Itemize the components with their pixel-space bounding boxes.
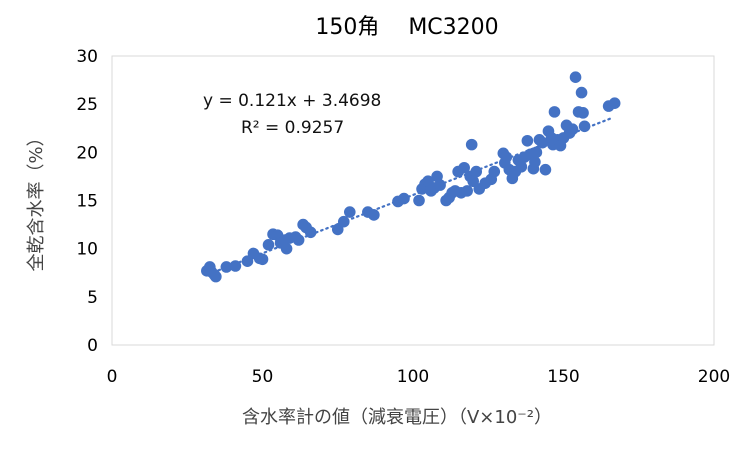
data-point — [465, 138, 478, 151]
data-point — [529, 156, 541, 168]
data-point — [337, 215, 350, 228]
data-point — [434, 179, 446, 191]
data-point — [304, 226, 317, 239]
data-point — [569, 71, 582, 83]
y-tick-label: 0 — [87, 336, 98, 356]
y-tick-label: 30 — [76, 47, 98, 67]
x-tick-label: 150 — [547, 367, 579, 387]
plot-border — [111, 55, 715, 346]
data-point — [470, 165, 483, 178]
y-tick-label: 15 — [76, 192, 98, 212]
data-point — [608, 97, 621, 110]
data-point — [566, 123, 579, 136]
y-tick-label: 10 — [76, 240, 98, 260]
data-point — [458, 161, 470, 174]
data-point — [292, 234, 305, 246]
data-point — [536, 136, 549, 149]
data-point — [229, 260, 242, 272]
data-point — [539, 163, 552, 176]
data-point — [530, 146, 543, 159]
x-tick-label: 0 — [107, 367, 118, 387]
data-point — [220, 261, 233, 273]
plot-area — [111, 55, 715, 346]
data-points — [201, 71, 621, 283]
trendline — [207, 116, 613, 276]
data-point — [488, 165, 501, 178]
x-tick-label: 200 — [698, 367, 730, 387]
data-point — [413, 194, 425, 207]
y-tick-labels: 0 5 10 15 20 25 30 — [76, 47, 98, 356]
data-point — [210, 270, 222, 283]
data-point — [280, 242, 293, 255]
data-point — [578, 120, 591, 133]
x-tick-labels: 0 50 100 150 200 — [107, 367, 731, 387]
y-tick-label: 5 — [87, 288, 98, 308]
data-point — [343, 206, 356, 218]
data-point — [262, 239, 275, 251]
r-squared-label: R² = 0.9257 — [241, 118, 344, 138]
data-point — [577, 107, 589, 119]
data-point — [500, 151, 513, 163]
trendline-group — [207, 116, 613, 276]
data-point — [368, 209, 380, 221]
data-point — [575, 86, 588, 99]
data-point — [515, 160, 528, 173]
data-point — [398, 192, 410, 205]
data-point — [521, 134, 534, 147]
data-point — [256, 253, 269, 266]
data-point — [461, 185, 473, 197]
data-point — [548, 106, 561, 118]
trendline-equation: y = 0.121x + 3.4698 — [203, 91, 381, 111]
y-axis-label: 全乾含水率（%） — [26, 128, 47, 271]
x-tick-label: 50 — [252, 367, 274, 387]
x-axis-label: 含水率計の値（減衰電圧）（V×10⁻²） — [242, 407, 552, 428]
y-tick-label: 20 — [76, 143, 98, 163]
x-tick-label: 100 — [397, 367, 429, 387]
y-tick-label: 25 — [76, 95, 98, 115]
chart-title: 150角 MC3200 — [315, 15, 498, 40]
